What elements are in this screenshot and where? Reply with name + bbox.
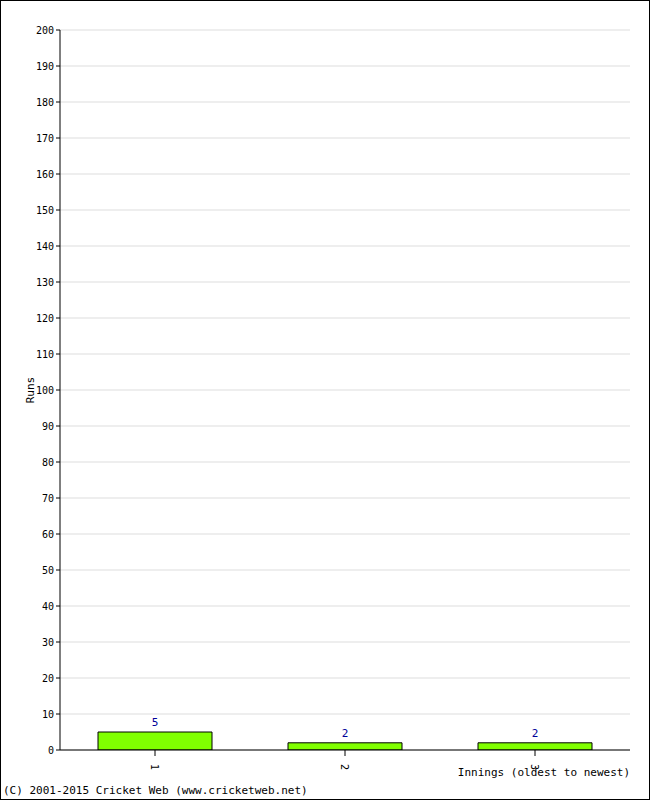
svg-text:180: 180 (36, 97, 54, 108)
svg-text:10: 10 (42, 709, 54, 720)
svg-text:0: 0 (48, 745, 54, 756)
svg-text:130: 130 (36, 277, 54, 288)
svg-text:5: 5 (152, 716, 159, 729)
html-text:Runs: Runs (23, 376, 37, 404)
svg-text:50: 50 (42, 565, 54, 576)
svg-text:60: 60 (42, 529, 54, 540)
svg-text:70: 70 (42, 493, 54, 504)
svg-text:120: 120 (36, 313, 54, 324)
svg-text:170: 170 (36, 133, 54, 144)
svg-text:160: 160 (36, 169, 54, 180)
svg-text:30: 30 (42, 637, 54, 648)
svg-text:140: 140 (36, 241, 54, 252)
svg-text:80: 80 (42, 457, 54, 468)
svg-text:2: 2 (342, 727, 349, 740)
svg-text:2: 2 (532, 727, 539, 740)
svg-text:190: 190 (36, 61, 54, 72)
svg-text:1: 1 (149, 764, 160, 770)
svg-text:110: 110 (36, 349, 54, 360)
svg-text:150: 150 (36, 205, 54, 216)
html-text:(C) 2001-2015 Cricket Web (www: (C) 2001-2015 Cricket Web (www.cricketwe… (3, 784, 308, 797)
svg-text:200: 200 (36, 25, 54, 36)
svg-text:2: 2 (339, 764, 350, 770)
html-text:Innings (oldest to newest): Innings (oldest to newest) (457, 766, 630, 779)
svg-text:90: 90 (42, 421, 54, 432)
svg-text:20: 20 (42, 673, 54, 684)
svg-text:100: 100 (36, 385, 54, 396)
svg-text:40: 40 (42, 601, 54, 612)
